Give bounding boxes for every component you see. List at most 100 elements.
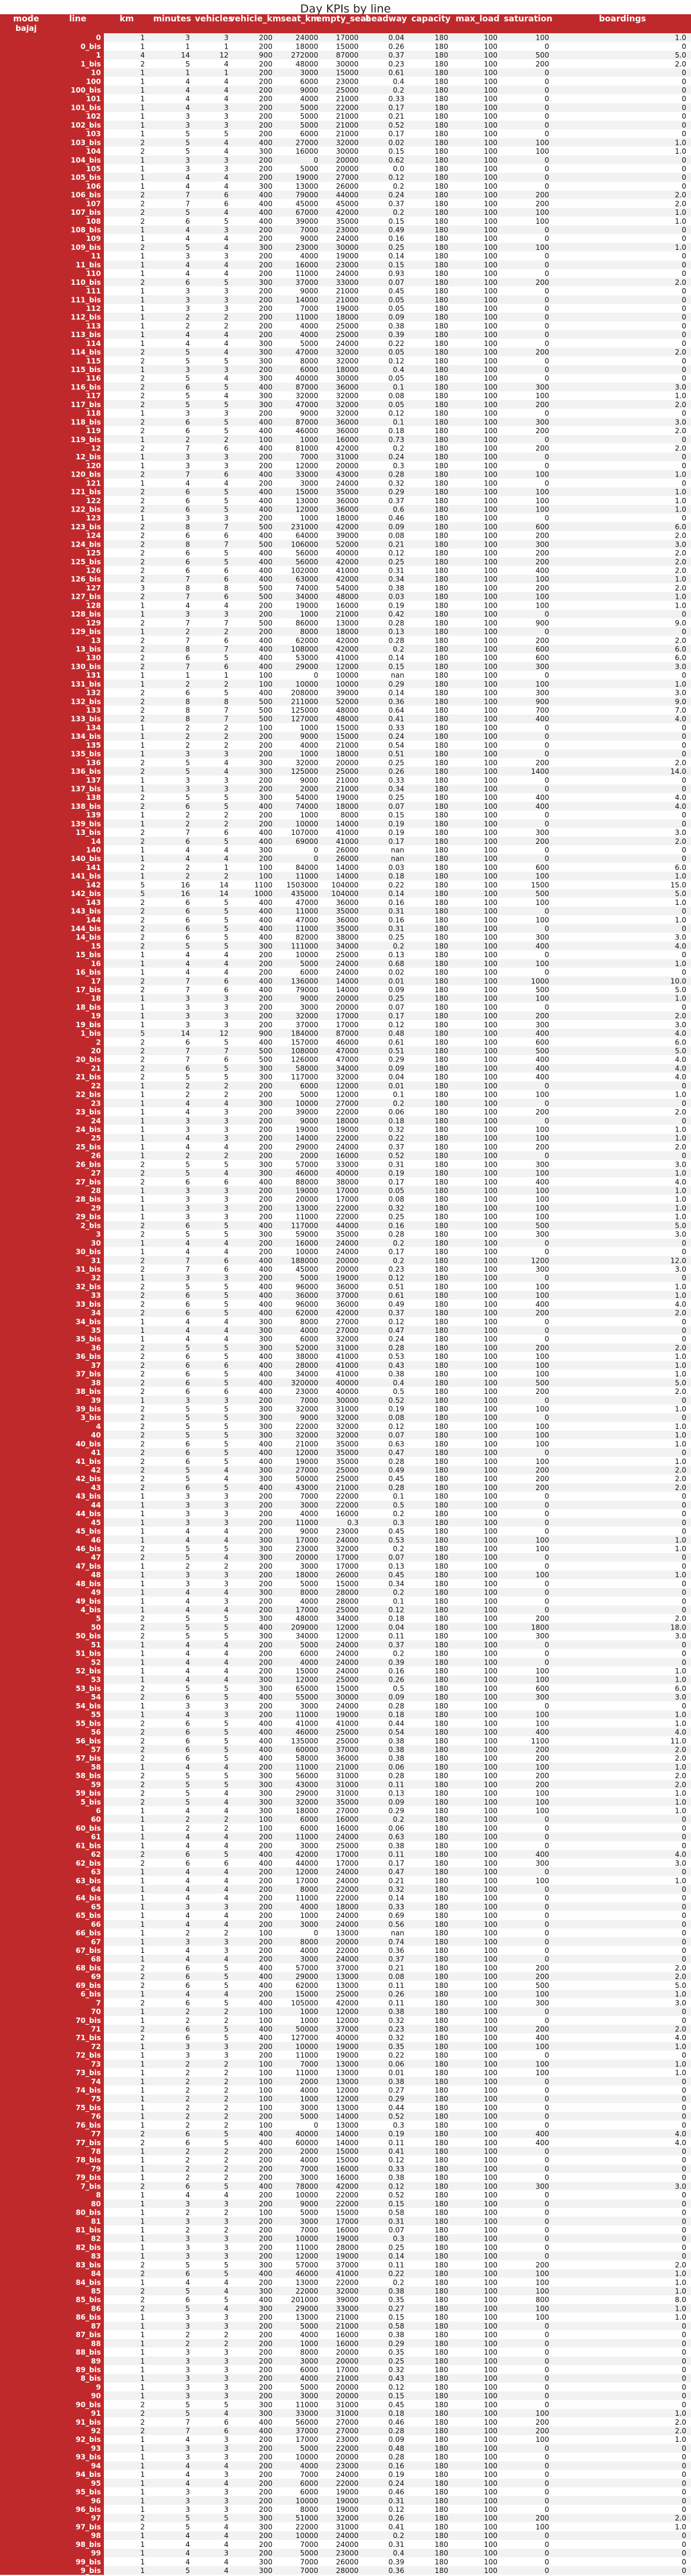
- table-cell: 5000: [300, 103, 318, 112]
- row-label: 122: [86, 497, 101, 505]
- table-cell: 2: [140, 2139, 145, 2147]
- table-row: [104, 776, 691, 784]
- table-cell: 2: [224, 2095, 229, 2103]
- table-cell: 3: [224, 1108, 229, 1116]
- table-cell: 4: [224, 261, 229, 269]
- table-cell: 30000: [336, 1693, 359, 1701]
- table-cell: 0: [682, 628, 686, 636]
- table-row: [104, 374, 691, 383]
- table-cell: 3: [185, 287, 190, 296]
- table-cell: 180: [435, 1964, 448, 1972]
- row-label: 133_bis: [71, 715, 101, 724]
- table-cell: 0.28: [388, 471, 404, 479]
- table-cell: 2: [224, 2209, 229, 2217]
- table-cell: 7: [185, 444, 190, 452]
- table-cell: 9000: [300, 86, 318, 94]
- table-cell: 100: [484, 95, 497, 103]
- table-cell: 2.0: [675, 1780, 686, 1789]
- table-cell: 4: [224, 1239, 229, 1247]
- table-cell: 15.0: [670, 881, 686, 889]
- table-cell: 1: [140, 1099, 145, 1107]
- table-cell: 27000: [296, 1466, 318, 1475]
- table-cell: 2: [140, 2182, 145, 2190]
- table-cell: 180: [435, 1824, 448, 1832]
- table-cell: 300: [259, 1414, 272, 1422]
- table-cell: 180: [435, 2357, 448, 2365]
- row-label: 137: [86, 776, 101, 784]
- table-cell: 0.12: [388, 549, 404, 557]
- table-cell: 5: [185, 2514, 190, 2523]
- table-cell: 41000: [336, 828, 359, 837]
- table-cell: 16000: [336, 2165, 359, 2173]
- table-cell: 300: [535, 1021, 549, 1029]
- table-row: [104, 1570, 691, 1580]
- table-cell: 5: [224, 1291, 229, 1300]
- table-cell: 2.0: [675, 278, 686, 287]
- table-cell: 1.0: [675, 2270, 686, 2278]
- table-cell: 100: [484, 348, 497, 357]
- table-cell: 2: [185, 1815, 190, 1824]
- table-cell: 14000: [336, 2113, 359, 2121]
- table-cell: 18000: [336, 628, 359, 636]
- table-cell: 6: [185, 558, 190, 566]
- table-cell: 0.37: [388, 1955, 404, 1964]
- table-cell: 4: [185, 77, 190, 85]
- row-label: 138_bis: [71, 802, 101, 811]
- row-label: 100_bis: [71, 86, 101, 95]
- table-cell: 4: [224, 2278, 229, 2286]
- table-cell: 0: [544, 2549, 549, 2558]
- table-cell: 1: [140, 182, 145, 190]
- table-cell: 1: [140, 322, 145, 330]
- row-label: 33_bis: [75, 1300, 101, 1309]
- table-cell: 100: [535, 1667, 549, 1675]
- table-cell: 180: [435, 1030, 448, 1038]
- table-cell: 0: [682, 741, 686, 749]
- table-cell: 1: [140, 968, 145, 977]
- table-cell: 2.0: [675, 199, 686, 208]
- table-cell: 9000: [300, 995, 318, 1003]
- table-cell: 0: [682, 339, 686, 348]
- table-row: [104, 1335, 691, 1343]
- table-cell: 2: [140, 1719, 145, 1727]
- table-cell: 180: [435, 436, 448, 444]
- table-cell: 5: [224, 1737, 229, 1745]
- table-cell: 5000: [300, 2322, 318, 2330]
- table-cell: 3: [224, 304, 229, 313]
- table-cell: 0.93: [388, 269, 404, 278]
- table-cell: 200: [259, 811, 272, 820]
- table-cell: 126000: [291, 1056, 318, 1064]
- table-cell: 5: [224, 497, 229, 505]
- table-cell: 1: [140, 2531, 145, 2540]
- table-cell: 300: [535, 662, 549, 671]
- table-cell: 100: [484, 575, 497, 583]
- table-cell: 0.32: [388, 479, 404, 487]
- table-row: [104, 382, 691, 392]
- table-cell: 4: [185, 1143, 190, 1151]
- table-cell: 1.0: [675, 916, 686, 924]
- table-cell: 0: [682, 226, 686, 234]
- table-cell: 4: [185, 1841, 190, 1850]
- table-cell: 100: [484, 715, 497, 723]
- table-cell: 2: [140, 1973, 145, 1981]
- table-cell: 2: [140, 2034, 145, 2042]
- table-cell: 1: [140, 409, 145, 418]
- table-cell: 23000: [336, 2461, 359, 2470]
- row-label: 118_bis: [71, 418, 101, 427]
- table-cell: 1.0: [675, 1676, 686, 1684]
- table-cell: 0.42: [388, 610, 404, 618]
- table-cell: 180: [435, 1475, 448, 1483]
- table-cell: 2: [140, 1291, 145, 1300]
- table-cell: 6000: [300, 1824, 318, 1832]
- table-cell: 5: [185, 147, 190, 155]
- table-cell: 100: [484, 462, 497, 470]
- table-cell: 0.26: [388, 767, 404, 776]
- table-cell: 108000: [291, 645, 318, 653]
- table-cell: 4: [224, 208, 229, 217]
- table-cell: 32000: [296, 1012, 318, 1020]
- table-cell: 3: [224, 1519, 229, 1527]
- row-label: 44: [91, 1501, 101, 1509]
- table-cell: 2: [224, 1815, 229, 1824]
- table-cell: 100: [484, 1833, 497, 1841]
- table-cell: 6: [185, 907, 190, 916]
- table-cell: 2: [140, 662, 145, 671]
